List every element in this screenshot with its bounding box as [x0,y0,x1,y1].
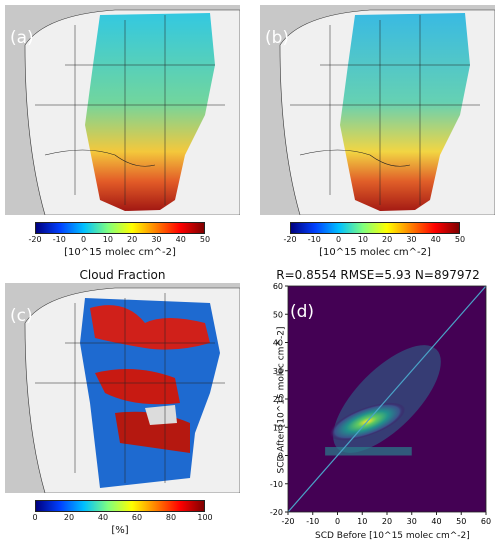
panel-c-title: Cloud Fraction [79,268,166,282]
colorbar-c-tick: 60 [131,513,143,522]
x-tick-label: 10 [357,517,367,526]
colorbar-b-tick: -20 [283,235,297,244]
colorbar-b-tick: -10 [307,235,321,244]
colorbar-a-ticks: -20 -10 0 10 20 30 40 50 [28,235,210,249]
y-tick-label: 20 [273,395,283,404]
colorbar-c-tick: 40 [97,513,109,522]
colorbar-a-tick: -10 [52,235,66,244]
colorbar-a-tick: 10 [102,235,113,244]
x-tick-label: 60 [481,517,491,526]
panel-d-title: R=0.8554 RMSE=5.93 N=897972 [276,268,480,282]
x-tick-label: 40 [431,517,441,526]
colorbar-c-tick: 80 [165,513,177,522]
panel-b-label: (b) [265,28,290,48]
x-tick-label: -20 [281,517,294,526]
map-a [5,5,240,215]
colorbar-b-tick: 10 [357,235,368,244]
y-tick-label: 10 [273,423,283,432]
colorbar-a-tick: 20 [127,235,138,244]
panel-c-map [5,283,240,493]
y-tick-label: 30 [273,367,283,376]
colorbar-c [35,500,205,512]
colorbar-a-tick: 50 [199,235,211,244]
x-tick-label: 0 [335,517,340,526]
x-tick-label: -10 [306,517,319,526]
y-tick-label: 0 [278,452,283,461]
colorbar-b-unit: [10^15 molec cm^-2] [319,247,431,258]
density-band [325,447,412,456]
panel-d-ylabel: SCD After [10^15 molec cm^-2] [276,326,287,474]
colorbar-b-tick: 0 [336,235,342,244]
x-tick-label: 50 [456,517,466,526]
colorbar-b-tick: 50 [454,235,466,244]
colorbar-b [290,222,460,234]
panel-a-label: (a) [10,28,34,48]
colorbar-a-unit: [10^15 molec cm^-2] [64,247,176,258]
colorbar-a-tick: 40 [175,235,186,244]
map-b [260,5,495,215]
colorbar-b-ticks: -20 -10 0 10 20 30 40 50 [283,235,465,249]
x-tick-label: 30 [407,517,417,526]
colorbar-a-tick: 0 [81,235,87,244]
panel-d-label: (d) [290,302,315,322]
panel-d-chart: -20 -10 0 10 20 30 40 50 60 -20 -10 0 10 20 30 40 50 60 [270,282,491,526]
y-tick-label: 50 [273,310,283,319]
colorbar-a-tick: -20 [28,235,42,244]
panel-d-xlabel: SCD Before [10^15 molec cm^-2] [315,531,470,541]
colorbar-c-ticks: 0 20 40 60 80 100 [32,513,212,527]
y-tick-label: 40 [273,339,283,348]
panel-a-map [5,5,240,215]
colorbar-c-tick: 100 [197,513,213,522]
one-to-one-line [287,285,487,513]
colorbar-a-tick: 30 [151,235,162,244]
colorbar-c-tick: 0 [32,513,38,522]
colorbar-b-tick: 30 [406,235,417,244]
panel-b-map [260,5,495,215]
colorbar-b-tick: 40 [430,235,441,244]
y-tick-label: -10 [270,480,283,489]
panel-c-label: (c) [10,306,33,326]
x-tick-label: 20 [382,517,392,526]
colorbar-c-tick: 20 [63,513,75,522]
colorbar-b-tick: 20 [382,235,393,244]
map-c [5,283,240,493]
colorbar-c-unit: [%] [111,525,129,536]
colorbar-a [35,222,205,234]
y-tick-label: 60 [273,282,283,291]
y-tick-label: -20 [270,508,283,517]
